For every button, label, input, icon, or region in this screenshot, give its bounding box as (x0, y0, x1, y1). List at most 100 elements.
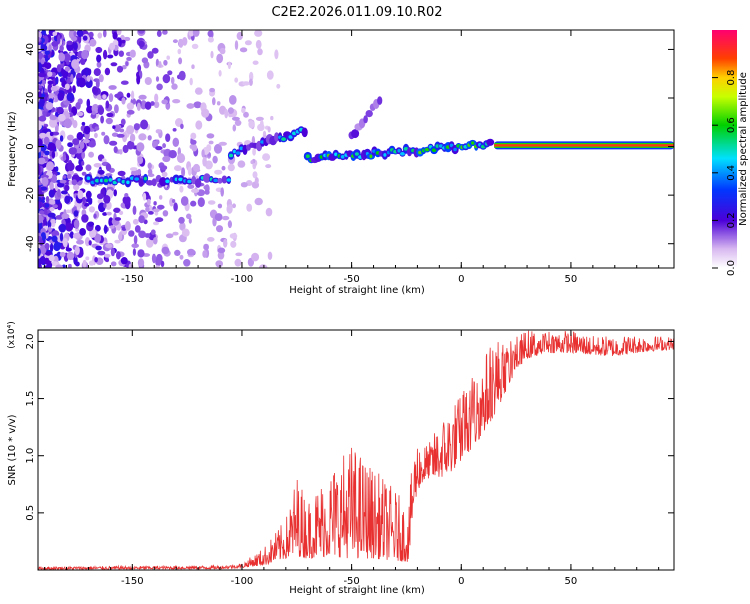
noise-blob (163, 59, 168, 66)
noise-blob (166, 55, 170, 60)
spectrogram-frame (37, 29, 675, 269)
noise-blob (147, 135, 152, 141)
noise-blob (108, 85, 117, 90)
band-core (305, 154, 310, 158)
noise-blob (47, 142, 57, 151)
noise-blob (168, 150, 177, 159)
noise-blob (73, 255, 78, 265)
spectral-band-steady-tone (494, 141, 674, 150)
noise-blob (178, 57, 183, 65)
noise-blob (232, 203, 236, 209)
noise-blob (75, 165, 83, 172)
band-halo (194, 178, 202, 188)
noise-blob (47, 83, 53, 94)
noise-blob (81, 151, 86, 159)
noise-blob (148, 211, 154, 215)
noise-blob (160, 165, 168, 171)
band-core (400, 152, 405, 156)
noise-blob (91, 110, 96, 115)
noise-blob (206, 144, 212, 152)
snr-plot-area (38, 330, 674, 570)
noise-blob (57, 188, 61, 198)
noise-blob (92, 86, 98, 95)
noise-blob (88, 31, 94, 38)
noise-blob (179, 185, 184, 193)
noise-blob (62, 264, 66, 268)
noise-blob (201, 108, 210, 118)
noise-blob (125, 61, 129, 67)
noise-blob (204, 160, 213, 170)
noise-blob (150, 101, 155, 106)
noise-blob (49, 131, 54, 137)
noise-blob (48, 254, 55, 262)
band-core (418, 150, 422, 155)
noise-blob (155, 129, 162, 134)
noise-blob (155, 76, 160, 82)
band-core (471, 141, 475, 145)
noise-blob (44, 50, 50, 55)
noise-blob (41, 177, 49, 187)
snr-y-tick-label: 1.0 (25, 448, 36, 464)
noise-blob (250, 160, 254, 165)
noise-blob (254, 177, 259, 185)
noise-blob (54, 90, 59, 96)
noise-blob (40, 44, 48, 52)
noise-blob (97, 32, 103, 39)
colorbar-ticks: 0.0 0.2 0.4 0.6 0.8 (712, 70, 737, 276)
noise-blob (129, 49, 136, 58)
noise-blob (219, 47, 226, 55)
noise-blob (188, 30, 195, 37)
noise-blob (186, 213, 192, 220)
band-core (369, 154, 373, 159)
band-halo (191, 175, 197, 185)
noise-blob (81, 121, 86, 126)
noise-blob (218, 70, 222, 77)
noise-blob (105, 243, 113, 248)
noise-blob (189, 77, 193, 86)
noise-blob (57, 113, 66, 122)
noise-blob (53, 242, 61, 252)
noise-blob (161, 171, 168, 178)
noise-blob (171, 83, 178, 90)
noise-blob (165, 233, 174, 239)
noise-blob (56, 182, 65, 188)
noise-blob (61, 69, 69, 79)
noise-blob (109, 225, 115, 229)
noise-blob (187, 248, 195, 256)
noise-blob (216, 225, 223, 233)
noise-blob (227, 220, 232, 229)
noise-blob (79, 228, 86, 236)
noise-blob (170, 76, 175, 85)
spectrogram-y-label: Frequency (Hz) (7, 111, 18, 187)
noise-blob (118, 37, 122, 47)
noise-blob (81, 49, 89, 60)
band-halo (365, 110, 373, 118)
noise-blob (138, 215, 145, 224)
noise-blob (191, 144, 198, 152)
noise-blob (274, 49, 279, 60)
noise-blob (217, 203, 223, 209)
noise-blob (71, 59, 80, 69)
noise-blob (122, 144, 129, 154)
noise-blob (137, 258, 145, 268)
noise-blob (153, 221, 159, 226)
noise-blob (95, 78, 100, 89)
band-halo (301, 127, 308, 138)
noise-blob (50, 86, 58, 92)
noise-blob (59, 179, 67, 184)
noise-blob (203, 243, 210, 251)
noise-blob (72, 120, 78, 129)
band-core (94, 178, 100, 183)
noise-blob (221, 165, 226, 171)
noise-blob (126, 56, 132, 61)
noise-blob (116, 251, 121, 260)
band-core (174, 177, 178, 182)
noise-blob (137, 249, 145, 258)
snr-x-tick-label: -150 (121, 576, 144, 587)
noise-blob (114, 104, 119, 114)
noise-blob (172, 231, 179, 236)
noise-blob (70, 74, 74, 83)
noise-blob (128, 230, 135, 237)
noise-blob (174, 249, 181, 256)
noise-blob (77, 190, 84, 200)
